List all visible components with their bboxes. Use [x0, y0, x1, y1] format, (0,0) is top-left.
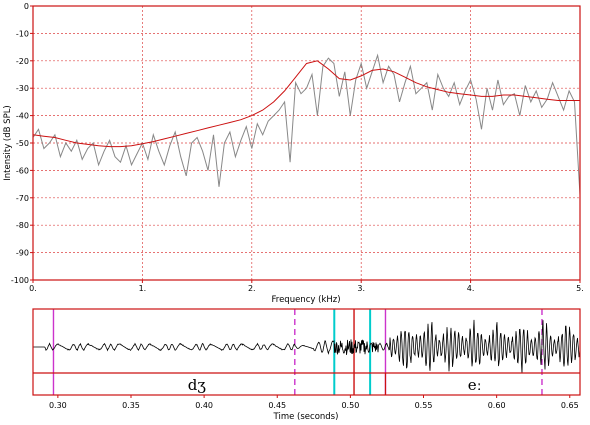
x-tick-label: 5. [576, 284, 584, 293]
spectrum-grid [33, 6, 580, 280]
waveform-x-axis-label: Time (seconds) [273, 412, 339, 422]
y-tick-label: 0 [24, 2, 29, 11]
y-tick-label: -20 [16, 57, 29, 66]
y-tick-label: -90 [16, 249, 29, 258]
spectrum-y-axis-label: Intensity (dB SPL) [3, 105, 13, 181]
time-tick-label: 0.55 [415, 401, 433, 410]
y-tick-label: -50 [16, 139, 29, 148]
y-tick-label: -70 [16, 194, 29, 203]
segment-label: dʒ [188, 376, 207, 394]
spectrum-y-ticks: 0 -10 -20 -30 -40 -50 -60 -70 -80 -90 -100 [11, 2, 33, 285]
x-tick-label: 3. [357, 284, 365, 293]
spectrum-x-axis-label: Frequency (kHz) [271, 295, 340, 305]
time-tick-label: 0.40 [195, 401, 213, 410]
x-tick-label: 0. [29, 284, 37, 293]
x-tick-label: 4. [467, 284, 475, 293]
spectrum-raw-line [32, 53, 581, 196]
x-tick-label: 2. [248, 284, 256, 293]
segment-labels: dʒ eː [188, 376, 482, 394]
time-tick-label: 0.50 [341, 401, 359, 410]
time-tick-label: 0.35 [122, 401, 140, 410]
y-tick-label: -80 [16, 221, 29, 230]
y-tick-label: -10 [16, 29, 29, 38]
y-tick-label: -40 [16, 112, 29, 121]
time-tick-label: 0.60 [488, 401, 506, 410]
waveform-line [33, 319, 581, 374]
time-tick-label: 0.65 [561, 401, 579, 410]
y-tick-label: -30 [16, 84, 29, 93]
waveform-markers [52, 309, 543, 395]
time-tick-label: 0.45 [268, 401, 286, 410]
waveform-frame [32, 308, 581, 396]
waveform-x-ticks: 0.30 0.35 0.40 0.45 0.50 0.55 0.60 0.65 [49, 395, 579, 410]
spectrum-smoothed-line [32, 60, 580, 148]
spectrum-x-ticks: 0. 1. 2. 3. 4. 5. [29, 280, 584, 293]
segment-label: eː [468, 376, 482, 394]
time-tick-label: 0.30 [49, 401, 67, 410]
y-tick-label: -60 [16, 166, 29, 175]
y-tick-label: -100 [11, 276, 29, 285]
x-tick-label: 1. [139, 284, 147, 293]
